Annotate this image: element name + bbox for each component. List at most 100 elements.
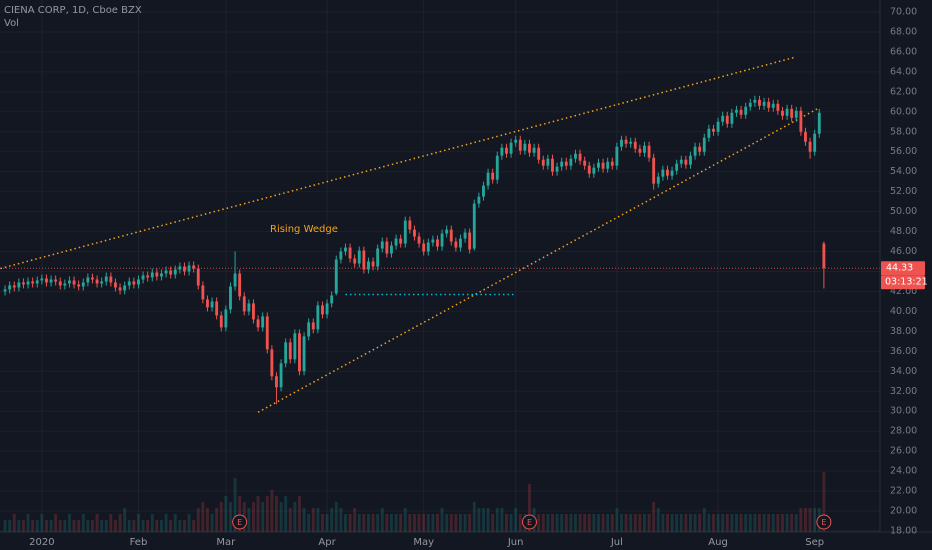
y-tick-label: 70.00: [890, 6, 917, 17]
volume-bar: [311, 508, 315, 532]
candle-body: [298, 333, 301, 372]
volume-bar: [91, 520, 94, 532]
volume-bar: [477, 508, 481, 532]
candle-body: [224, 309, 228, 328]
volume-bar: [707, 514, 711, 532]
volume-bar: [114, 520, 117, 532]
volume-bar: [77, 520, 81, 532]
candle-body: [288, 342, 292, 360]
volume-bar: [799, 508, 803, 532]
volume-bar: [514, 508, 518, 532]
candle-body: [403, 220, 407, 244]
volume-bar: [739, 514, 743, 532]
candle-body: [459, 238, 462, 248]
volume-bar: [109, 514, 113, 532]
candle-body: [546, 158, 550, 166]
volume-bar: [440, 508, 444, 532]
volume-bar: [68, 514, 71, 532]
x-tick-label: Feb: [130, 537, 148, 548]
candle-body: [371, 261, 375, 267]
candle-body: [537, 147, 541, 160]
volume-bar: [265, 496, 269, 532]
candle-body: [633, 141, 637, 149]
y-tick-label: 66.00: [890, 46, 917, 57]
candle-body: [344, 247, 347, 252]
volume-bar: [753, 514, 757, 532]
candle-body: [261, 316, 265, 328]
volume-bar: [744, 514, 748, 532]
volume-bar: [403, 508, 407, 532]
candle-body: [569, 158, 573, 166]
candle-body: [316, 305, 320, 330]
volume-bar: [210, 514, 214, 532]
volume-bar: [693, 514, 697, 532]
candle-body: [422, 243, 426, 252]
volume-bar: [58, 520, 62, 532]
candle-body: [817, 112, 821, 134]
candle-body: [17, 282, 21, 288]
y-tick-label: 38.00: [890, 326, 917, 337]
candle-body: [362, 250, 366, 270]
candle-body: [564, 161, 568, 166]
candle-body: [656, 176, 660, 184]
candle-body: [390, 245, 393, 254]
candle-body: [77, 284, 81, 287]
candle-body: [551, 158, 554, 172]
candle-body: [229, 286, 232, 310]
candle-body: [247, 303, 251, 312]
volume-bar: [104, 520, 108, 532]
candle-body: [252, 303, 255, 320]
last-price-label: 44.33: [886, 263, 913, 274]
volume-bar: [279, 502, 283, 532]
candle-body: [104, 276, 108, 282]
volume-bar: [661, 514, 665, 532]
volume-bar: [155, 520, 159, 532]
candle-body: [454, 241, 458, 248]
volume-bar: [293, 502, 297, 532]
volume-bar: [804, 508, 807, 532]
volume-bar: [624, 514, 628, 532]
volume-bar: [141, 520, 145, 532]
volume-bar: [178, 520, 182, 532]
earnings-label: E: [527, 518, 532, 527]
candle-body: [325, 303, 329, 315]
volume-bar: [472, 502, 476, 532]
volume-bar: [3, 520, 7, 532]
volume-bar: [330, 508, 334, 532]
candle-body: [45, 278, 48, 283]
candle-body: [155, 272, 159, 277]
volume-bar: [256, 496, 260, 532]
volume-bar: [426, 514, 430, 532]
candle-body: [178, 266, 182, 270]
volume-bar: [486, 508, 490, 532]
volume-bar: [215, 508, 219, 532]
candle-body: [284, 342, 288, 364]
volume-bar: [670, 514, 674, 532]
volume-bar: [459, 514, 462, 532]
candle-body: [739, 109, 743, 115]
candle-body: [334, 259, 338, 294]
volume-bar: [436, 514, 439, 532]
candle-body: [643, 145, 646, 153]
candle-body: [735, 109, 738, 113]
volume-bar: [206, 508, 209, 532]
volume-bar: [454, 514, 458, 532]
x-tick-label: Apr: [318, 537, 336, 548]
candle-body: [629, 141, 633, 144]
volume-bar: [367, 514, 370, 532]
y-tick-label: 54.00: [890, 166, 917, 177]
candle-body: [54, 279, 58, 282]
candle-body: [491, 172, 495, 180]
volume-bar: [684, 514, 688, 532]
volume-bar: [606, 514, 610, 532]
volume-bar: [597, 514, 600, 532]
candle-body: [238, 273, 242, 297]
candle-body: [500, 147, 504, 156]
candle-body: [408, 220, 412, 230]
volume-bar: [666, 514, 669, 532]
volume-bar: [587, 514, 591, 532]
volume-bar: [725, 514, 729, 532]
earnings-marker: [521, 514, 537, 530]
volume-bar: [187, 514, 191, 532]
